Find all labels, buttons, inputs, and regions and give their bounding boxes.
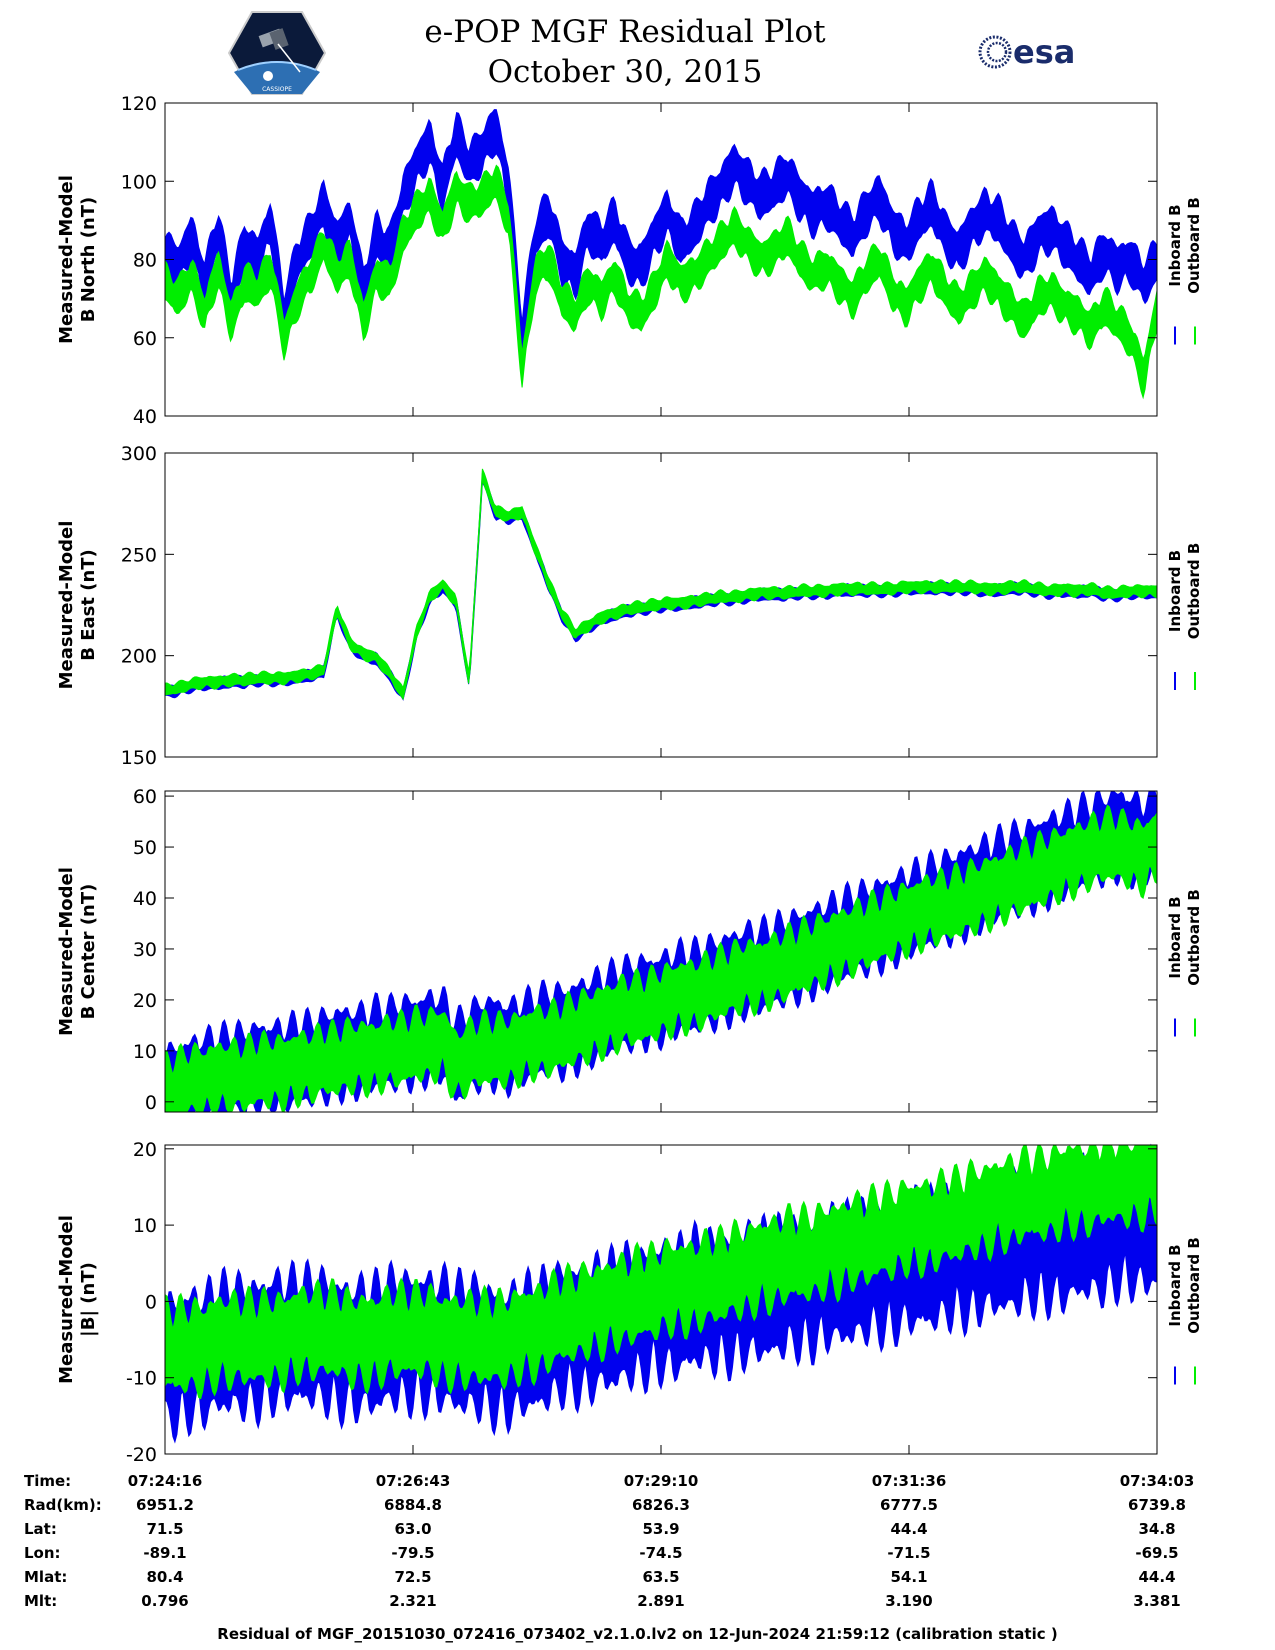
y-axis-label-line2: B North (nT) — [78, 197, 99, 323]
info-label: Mlat: — [24, 1568, 68, 1586]
y-tick-label: 30 — [133, 939, 157, 961]
legend-outboard-label: Outboard B — [1185, 197, 1203, 294]
x-tick-label: 07:34:03 — [1119, 1472, 1195, 1490]
y-tick-label: 300 — [121, 443, 157, 465]
info-label: Time: — [24, 1472, 72, 1490]
legend-labels: Inboard BOutboard B — [1166, 889, 1203, 986]
y-axis-label-line1: Measured-Model — [56, 867, 77, 1036]
y-tick-label: 150 — [121, 747, 157, 769]
y-tick-label: 100 — [121, 171, 157, 193]
y-tick-label: 40 — [133, 406, 157, 428]
info-value: 0.796 — [141, 1592, 189, 1610]
legend-inboard-label: Inboard B — [1166, 896, 1184, 978]
legend-outboard-label: Outboard B — [1185, 543, 1203, 640]
info-value: 2.891 — [637, 1592, 685, 1610]
info-value: 34.8 — [1138, 1520, 1176, 1538]
legend-outboard-label: Outboard B — [1185, 889, 1203, 986]
y-axis-label-line2: B Center (nT) — [78, 884, 99, 1020]
info-value: -89.1 — [143, 1544, 187, 1562]
info-value: 71.5 — [146, 1520, 184, 1538]
y-tick-label: 200 — [121, 646, 157, 668]
info-value: 44.4 — [890, 1520, 928, 1538]
x-tick-label: 07:31:36 — [871, 1472, 947, 1490]
panel-north: 40 60 80 100 120 Measured-ModelB North (nT) In… — [56, 93, 1203, 428]
y-axis-label: Measured-Model|B| (nT) — [56, 1215, 99, 1384]
legend-inboard-label: Inboard B — [1166, 204, 1184, 286]
x-tick-label: 07:26:43 — [375, 1472, 451, 1490]
y-axis-label-line2: B East (nT) — [78, 549, 99, 661]
info-value: 2.321 — [389, 1592, 437, 1610]
y-tick-label: 120 — [121, 93, 157, 115]
y-axis-label: Measured-ModelB Center (nT) — [56, 867, 99, 1036]
y-tick-label: 20 — [133, 990, 157, 1012]
y-tick-label: 0 — [145, 1291, 157, 1313]
y-tick-label: 40 — [133, 888, 157, 910]
series-east-outboard — [164, 468, 1158, 701]
info-value: 63.0 — [394, 1520, 432, 1538]
page-subtitle: October 30, 2015 — [487, 54, 763, 90]
panel-total: -20 -10 0 10 20 Measured-Model|B| (nT) Inboard… — [56, 1139, 1203, 1462]
y-tick-label: 20 — [133, 1139, 157, 1161]
esa-logo: esa — [978, 33, 1075, 71]
info-label: Lat: — [24, 1520, 57, 1538]
y-tick-label: -10 — [126, 1368, 157, 1390]
info-value: 6884.8 — [384, 1496, 442, 1514]
orbit-info-table: Time: Rad(km): Lat: Lon: Mlat: Mlt: 07:24:16 69… — [0, 1462, 1275, 1612]
info-value: -69.5 — [1135, 1544, 1179, 1562]
legend-inboard-label: Inboard B — [1166, 550, 1184, 632]
y-tick-label: 0 — [145, 1092, 157, 1114]
info-label: Mlt: — [24, 1592, 58, 1610]
info-value: 53.9 — [642, 1520, 680, 1538]
x-tick-label: 07:29:10 — [623, 1472, 699, 1490]
legend-labels: Inboard BOutboard B — [1166, 1237, 1203, 1334]
y-tick-label: 80 — [133, 250, 157, 272]
y-tick-label: 250 — [121, 544, 157, 566]
info-value: 3.381 — [1133, 1592, 1181, 1610]
y-axis-label-line1: Measured-Model — [56, 175, 77, 344]
info-value: 6739.8 — [1128, 1496, 1186, 1514]
info-value: 6777.5 — [880, 1496, 938, 1514]
info-label: Lon: — [24, 1544, 61, 1562]
info-value: 3.190 — [885, 1592, 933, 1610]
info-value: -79.5 — [391, 1544, 435, 1562]
y-tick-label: 50 — [133, 837, 157, 859]
info-value: 6826.3 — [632, 1496, 690, 1514]
y-axis-label-line1: Measured-Model — [56, 521, 77, 690]
y-axis-label-line2: |B| (nT) — [78, 1262, 99, 1337]
info-value: 44.4 — [1138, 1568, 1176, 1586]
y-axis-label: Measured-ModelB East (nT) — [56, 521, 99, 690]
y-tick-label: 60 — [133, 328, 157, 350]
panel-east: 150 200 250 300 Measured-ModelB East (nT) Inb… — [56, 443, 1203, 769]
y-axis-label-line1: Measured-Model — [56, 1215, 77, 1384]
info-value: 6951.2 — [136, 1496, 194, 1514]
cassiope-logo: CASSIOPE — [228, 11, 326, 95]
legend-labels: Inboard BOutboard B — [1166, 197, 1203, 294]
info-value: 72.5 — [394, 1568, 432, 1586]
info-value: 63.5 — [642, 1568, 680, 1586]
legend-outboard-label: Outboard B — [1185, 1237, 1203, 1334]
info-value: -71.5 — [887, 1544, 931, 1562]
x-tick-label: 07:24:16 — [127, 1472, 203, 1490]
series-north-inboard — [164, 109, 1158, 362]
svg-text:CASSIOPE: CASSIOPE — [262, 86, 292, 93]
y-tick-label: 60 — [133, 786, 157, 808]
legend-inboard-label: Inboard B — [1166, 1244, 1184, 1326]
y-tick-label: -20 — [126, 1444, 157, 1462]
footer-caption: Residual of MGF_20151030_072416_073402_v… — [217, 1625, 1058, 1643]
y-axis-label: Measured-ModelB North (nT) — [56, 175, 99, 344]
panel-center: 0 10 20 30 40 50 60 Measured-ModelB Center (nT)… — [56, 786, 1203, 1114]
y-tick-label: 10 — [133, 1215, 157, 1237]
info-label: Rad(km): — [24, 1496, 102, 1514]
legend-labels: Inboard BOutboard B — [1166, 543, 1203, 640]
info-value: -74.5 — [639, 1544, 683, 1562]
info-value: 80.4 — [146, 1568, 184, 1586]
series-north-outboard — [164, 164, 1158, 400]
info-value: 54.1 — [890, 1568, 928, 1586]
page-title: e-POP MGF Residual Plot — [424, 14, 826, 50]
y-tick-label: 10 — [133, 1041, 157, 1063]
svg-text:esa: esa — [1013, 33, 1075, 71]
